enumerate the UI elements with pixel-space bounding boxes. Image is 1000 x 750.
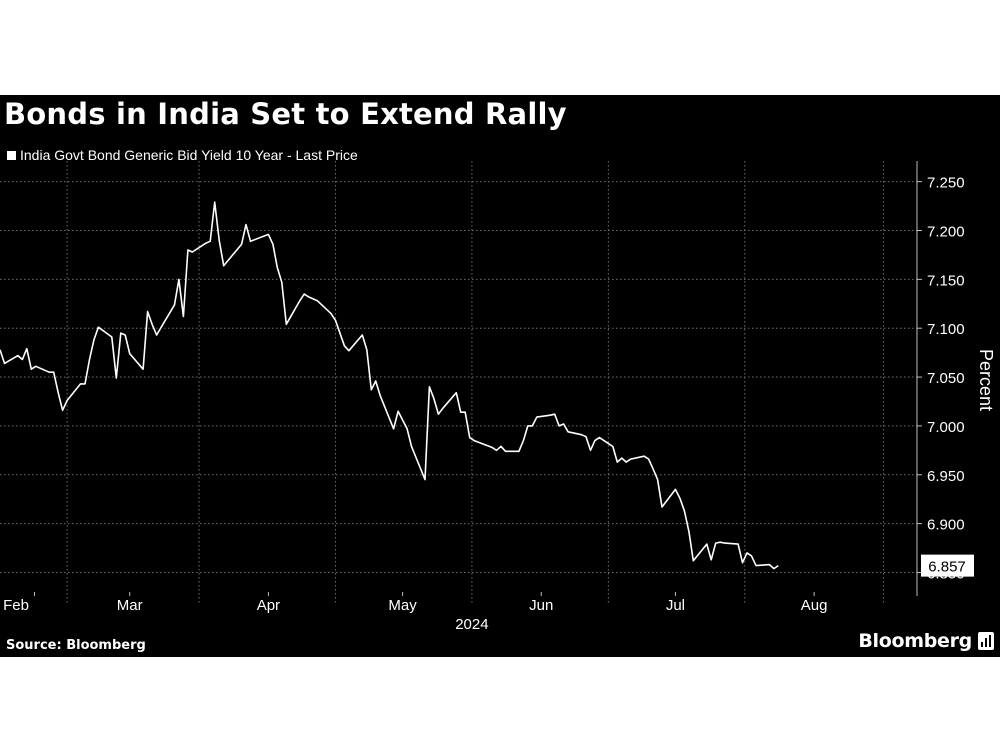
y-tick-label: 6.900 — [927, 517, 965, 534]
y-tick-label: 7.100 — [927, 321, 965, 338]
series-line — [0, 201, 779, 570]
y-axis-title: Percent — [976, 349, 996, 411]
plot-area: 7.250 7.200 7.150 7.100 7.050 7.000 6.950 6.900… — [0, 161, 996, 633]
y-tick-label: 7.250 — [927, 175, 965, 192]
x-tick-label: May — [388, 597, 417, 614]
x-tick-label: Jun — [529, 597, 553, 614]
chart-title: Bonds in India Set to Extend Rally — [4, 97, 567, 131]
last-value-label: 6.857 — [928, 559, 966, 576]
x-tick-label: Mar — [117, 597, 143, 614]
legend-swatch — [7, 150, 16, 160]
legend: India Govt Bond Generic Bid Yield 10 Yea… — [7, 147, 358, 163]
bloomberg-logo-icon — [978, 632, 994, 650]
legend-label: India Govt Bond Generic Bid Yield 10 Yea… — [20, 147, 358, 163]
brand-logo: Bloomberg — [858, 630, 994, 652]
x-tick-label: Apr — [257, 597, 280, 614]
x-tick-label: Jul — [666, 597, 685, 614]
last-value-box — [921, 554, 974, 577]
brand-wordmark: Bloomberg — [858, 630, 972, 652]
x-tick-label: Feb — [3, 597, 29, 614]
chart-panel: Bonds in India Set to Extend Rally India… — [0, 95, 1000, 657]
y-tick-label: 7.000 — [927, 419, 965, 436]
source-note: Source: Bloomberg — [6, 638, 146, 653]
x-tick-label: Aug — [801, 597, 828, 614]
x-axis-title: 2024 — [455, 616, 488, 633]
y-tick-label: 7.150 — [927, 272, 965, 289]
y-tick-label: 7.050 — [927, 370, 965, 387]
y-tick-label: 7.200 — [927, 224, 965, 241]
y-tick-label: 6.950 — [927, 468, 965, 485]
